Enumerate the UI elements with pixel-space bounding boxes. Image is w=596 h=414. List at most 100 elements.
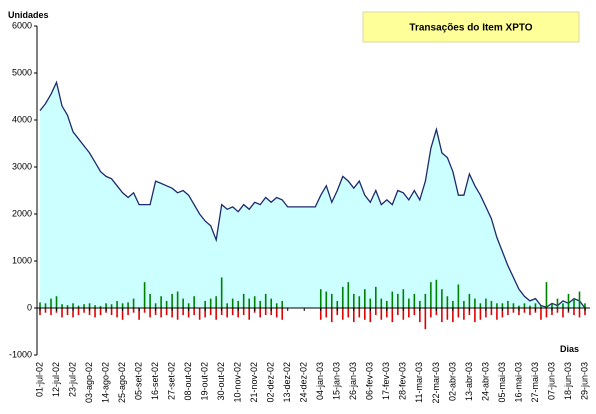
bar	[259, 308, 262, 318]
bar	[496, 303, 498, 308]
bar	[523, 308, 526, 313]
x-tick-label: 23-jul-02	[67, 362, 77, 397]
bar	[176, 308, 179, 320]
bar	[485, 298, 487, 308]
bar	[215, 296, 217, 308]
bar	[154, 308, 157, 316]
x-tick-label: 24-dez-02	[299, 362, 309, 403]
bar	[441, 289, 443, 308]
bar	[220, 277, 223, 308]
bar	[479, 308, 482, 320]
x-tick-label: 21-nov-02	[249, 362, 259, 403]
bar	[77, 308, 80, 316]
bar	[501, 308, 504, 318]
bar	[182, 298, 184, 308]
bar	[507, 300, 509, 308]
bar	[187, 303, 190, 308]
bar	[44, 308, 47, 313]
bar	[275, 303, 278, 308]
bar	[468, 308, 471, 316]
bar	[336, 308, 339, 316]
bar	[534, 303, 537, 308]
bar	[463, 308, 465, 320]
bar	[430, 308, 432, 318]
bar	[358, 308, 361, 318]
bar	[578, 308, 581, 318]
bar	[375, 286, 377, 308]
bar	[281, 300, 284, 308]
bar	[408, 308, 410, 318]
bar	[55, 296, 58, 308]
x-tick-label: 27-mai-03	[530, 362, 540, 403]
bar	[132, 308, 135, 313]
bar	[457, 308, 460, 318]
bar	[330, 293, 333, 308]
bar	[369, 298, 372, 308]
bar	[518, 305, 520, 308]
bar	[319, 289, 322, 308]
bar	[270, 298, 273, 308]
bar	[419, 300, 421, 308]
chart-title: Transações do Item XPTO	[409, 23, 532, 34]
bar	[386, 308, 388, 318]
bar	[545, 308, 548, 318]
bar	[209, 308, 212, 316]
bar	[61, 308, 63, 318]
bar	[66, 308, 69, 316]
bar	[352, 308, 355, 323]
bar	[121, 308, 124, 320]
bar	[512, 308, 515, 313]
bar	[160, 296, 162, 308]
bar	[540, 308, 542, 320]
bar	[99, 306, 102, 308]
bar	[573, 308, 575, 316]
bar	[474, 308, 476, 323]
bar	[435, 279, 438, 308]
bar	[264, 293, 267, 308]
x-axis-label: Dias	[560, 344, 579, 354]
x-tick-label: 16-set-02	[150, 362, 160, 400]
x-tick-label: 04-jan-03	[315, 362, 325, 400]
x-tick-label: 08-out-02	[183, 362, 193, 401]
bar	[347, 282, 350, 308]
bar	[264, 308, 267, 316]
bar	[408, 298, 410, 308]
bar	[110, 304, 113, 308]
area-fill	[40, 82, 585, 309]
bar	[562, 303, 564, 308]
bar	[165, 300, 168, 308]
bar	[413, 293, 416, 308]
x-tick-label: 05-set-02	[133, 362, 143, 400]
x-tick-label: 05-mai-03	[497, 362, 507, 403]
x-tick-label: 15-jan-03	[332, 362, 342, 400]
bar	[138, 308, 140, 320]
x-tick-label: 07-jun-03	[546, 362, 556, 400]
bar	[474, 298, 476, 308]
bar	[391, 291, 394, 308]
x-tick-label: 10-nov-02	[233, 362, 243, 403]
x-tick-label: 18-jun-03	[563, 362, 573, 400]
bar	[463, 300, 465, 308]
bar	[424, 308, 427, 330]
bar	[72, 303, 74, 308]
bar	[39, 302, 41, 308]
bar	[540, 305, 542, 308]
bar	[556, 298, 559, 308]
bar	[231, 298, 234, 308]
bar	[83, 308, 85, 313]
bar	[397, 293, 399, 308]
bar	[259, 300, 262, 308]
bar	[176, 291, 179, 308]
bar	[281, 308, 284, 320]
x-tick-label: 02-dez-02	[266, 362, 276, 403]
bar	[242, 293, 245, 308]
y-axis-label: Unidades	[8, 10, 49, 20]
bar	[341, 286, 344, 308]
x-tick-label: 01-jul-02	[34, 362, 44, 397]
x-tick-label: 11-mar-03	[414, 362, 424, 403]
bar	[143, 308, 146, 313]
bar	[441, 308, 443, 323]
bar	[143, 282, 146, 308]
bar	[518, 308, 520, 316]
